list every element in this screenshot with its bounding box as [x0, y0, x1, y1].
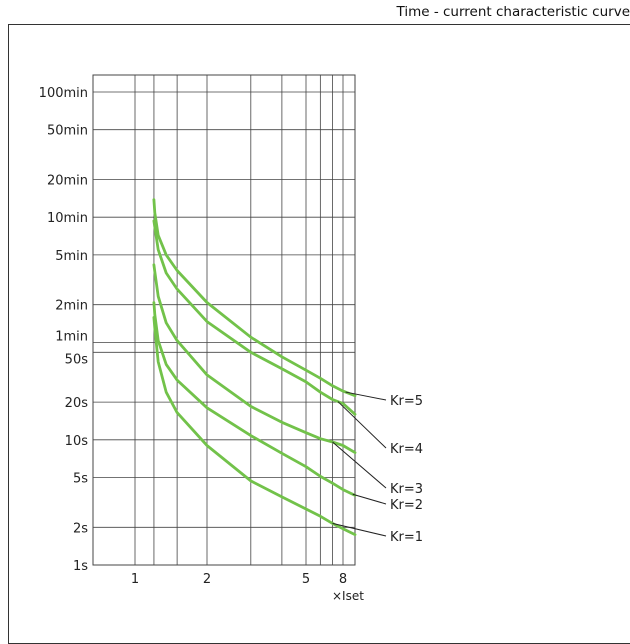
x-tick-label: 5	[302, 572, 310, 587]
series-label: Kr=4	[390, 442, 423, 457]
y-tick-label: 100min	[39, 86, 88, 101]
y-tick-label: 2min	[55, 299, 88, 314]
leader-line	[338, 402, 386, 448]
leader-line	[332, 523, 386, 536]
leader-line	[346, 392, 386, 400]
series-label: Kr=2	[390, 498, 423, 513]
y-tick-label: 20min	[47, 174, 88, 189]
series-label: Kr=1	[390, 530, 423, 545]
leader-line	[353, 494, 386, 504]
series-label: Kr=5	[390, 394, 423, 409]
grid	[93, 75, 355, 565]
x-tick-label: 1	[131, 572, 139, 587]
y-tick-label: 5min	[55, 249, 88, 264]
curve-kr-2	[154, 303, 355, 496]
y-tick-label: 2s	[73, 521, 88, 536]
time-current-chart: 1s 2s 5s 10s 20s 50s 1min 2min 5min 10min 20min 50m…	[0, 0, 630, 626]
curve-kr-3	[154, 265, 355, 453]
y-tick-label: 5s	[73, 471, 88, 486]
y-tick-label: 50min	[47, 124, 88, 139]
x-tick-label: 8	[339, 572, 347, 587]
x-axis-label: ×Iset	[332, 589, 364, 603]
y-tick-label: 20s	[65, 396, 89, 411]
plot-border	[93, 75, 355, 565]
leader-line	[332, 442, 386, 488]
y-tick-label: 1s	[73, 559, 88, 574]
x-tick-label: 2	[203, 572, 211, 587]
curves	[154, 200, 386, 536]
y-tick-label: 10min	[47, 211, 88, 226]
y-tick-label: 10s	[65, 434, 89, 449]
labels: 1s 2s 5s 10s 20s 50s 1min 2min 5min 10min 20min 50m…	[39, 86, 423, 587]
y-tick-label: 1min	[55, 329, 88, 344]
y-tick-label: 50s	[65, 352, 89, 367]
series-label: Kr=3	[390, 482, 423, 497]
